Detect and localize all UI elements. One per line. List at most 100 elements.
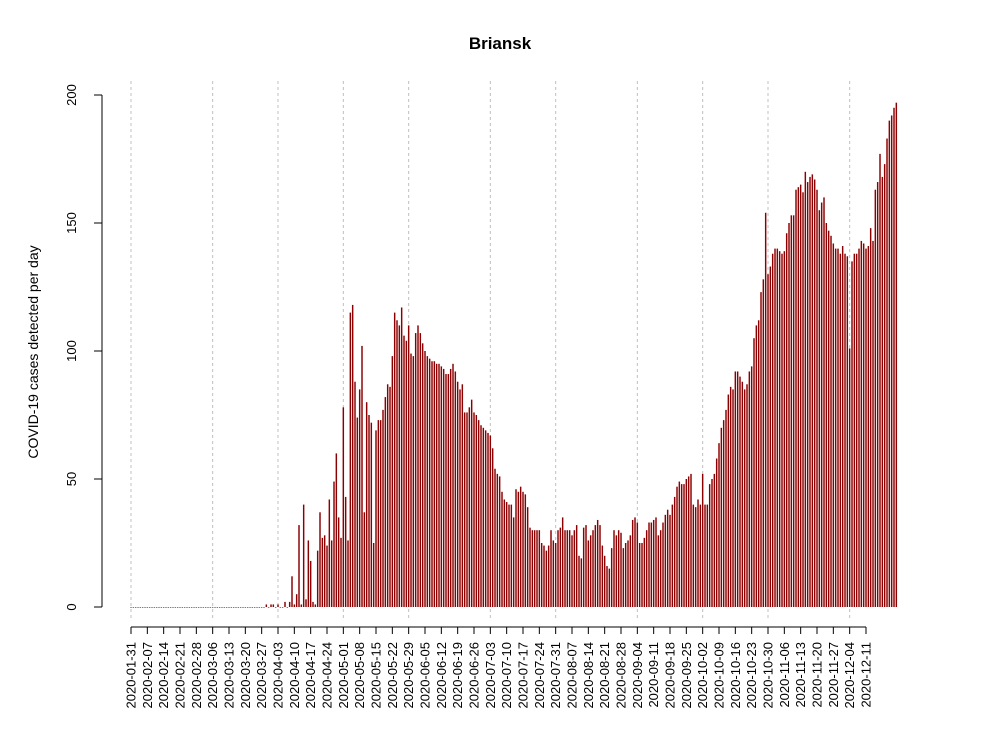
bar: [855, 253, 858, 607]
bar: [568, 530, 571, 607]
bar: [879, 153, 881, 607]
bar: [515, 489, 517, 607]
bar: [848, 348, 851, 607]
bar: [832, 243, 835, 608]
bar: [421, 343, 424, 607]
bar: [153, 607, 156, 608]
bar: [862, 243, 865, 608]
x-tick-label: 2020-06-19: [450, 642, 465, 709]
bar: [533, 530, 536, 607]
bar: [659, 530, 662, 607]
bar: [846, 256, 849, 607]
bar: [704, 504, 706, 607]
bar: [244, 607, 247, 608]
x-tick-label: 2020-05-29: [401, 642, 416, 709]
bar: [232, 607, 235, 608]
bar: [491, 448, 494, 607]
bar: [540, 543, 543, 607]
bar: [706, 504, 709, 607]
bar: [837, 248, 839, 607]
bar: [748, 371, 751, 607]
bar: [746, 384, 748, 607]
bar: [769, 266, 772, 607]
bar: [809, 176, 811, 608]
bar: [648, 522, 650, 607]
bar: [671, 504, 674, 607]
bar: [547, 545, 550, 607]
x-tick-label: 2020-06-26: [467, 642, 482, 709]
bar: [589, 535, 592, 607]
x-tick-label: 2020-11-06: [777, 642, 792, 708]
bar: [293, 604, 296, 607]
bar: [298, 525, 300, 607]
bar: [270, 604, 272, 607]
x-tick-label: 2020-07-03: [483, 642, 498, 709]
bar: [165, 607, 167, 608]
bar: [599, 525, 601, 607]
bar: [657, 535, 660, 607]
bar: [776, 248, 779, 607]
bar: [519, 486, 522, 607]
bar: [680, 484, 683, 607]
y-axis: 0 50 100 150 200: [64, 84, 103, 611]
bar: [193, 607, 195, 608]
bar: [414, 333, 417, 607]
bar: [678, 481, 681, 607]
bar: [482, 427, 485, 607]
bar: [708, 484, 711, 607]
bar: [767, 274, 769, 607]
bar: [253, 607, 256, 608]
bar: [398, 325, 401, 607]
bar: [137, 607, 139, 608]
bar: [781, 253, 783, 607]
bar: [424, 351, 426, 607]
bar: [330, 540, 333, 607]
bar: [641, 543, 643, 607]
bar: [277, 604, 279, 607]
bar: [181, 607, 184, 608]
bar: [463, 412, 466, 607]
bar: [246, 607, 249, 608]
bar: [566, 530, 569, 607]
bar: [722, 420, 725, 607]
bar: [610, 548, 613, 607]
bar: [664, 514, 667, 607]
bar: [797, 187, 800, 607]
bar: [729, 386, 732, 607]
x-tick-label: 2020-08-14: [581, 642, 596, 709]
bar: [778, 251, 781, 607]
bar: [785, 233, 788, 608]
bar: [571, 535, 573, 607]
bar: [316, 550, 319, 607]
bar: [650, 522, 653, 607]
bar: [400, 307, 403, 607]
bar: [218, 607, 221, 608]
bar: [242, 607, 244, 608]
bar: [347, 540, 349, 607]
bar: [613, 530, 615, 607]
x-tick-label: 2020-02-14: [156, 642, 171, 709]
bar: [643, 537, 646, 607]
bar: [851, 261, 853, 607]
x-tick-label: 2020-09-11: [646, 642, 661, 708]
bar: [594, 525, 597, 607]
x-tick-label: 2020-10-09: [712, 642, 727, 709]
bar: [449, 368, 452, 607]
bar: [881, 176, 884, 608]
x-tick-label: 2020-08-28: [614, 642, 629, 709]
bar: [487, 432, 489, 607]
bar: [834, 248, 837, 607]
bar: [858, 248, 860, 607]
bar: [216, 607, 219, 608]
bar: [340, 537, 342, 607]
bar: [286, 607, 289, 608]
bar: [790, 215, 793, 607]
bar: [753, 338, 755, 607]
bar: [349, 312, 352, 607]
bar: [426, 356, 429, 607]
bar: [370, 422, 373, 607]
bar: [158, 607, 160, 608]
bar: [869, 228, 872, 607]
bar: [391, 356, 394, 607]
bar: [377, 420, 380, 607]
